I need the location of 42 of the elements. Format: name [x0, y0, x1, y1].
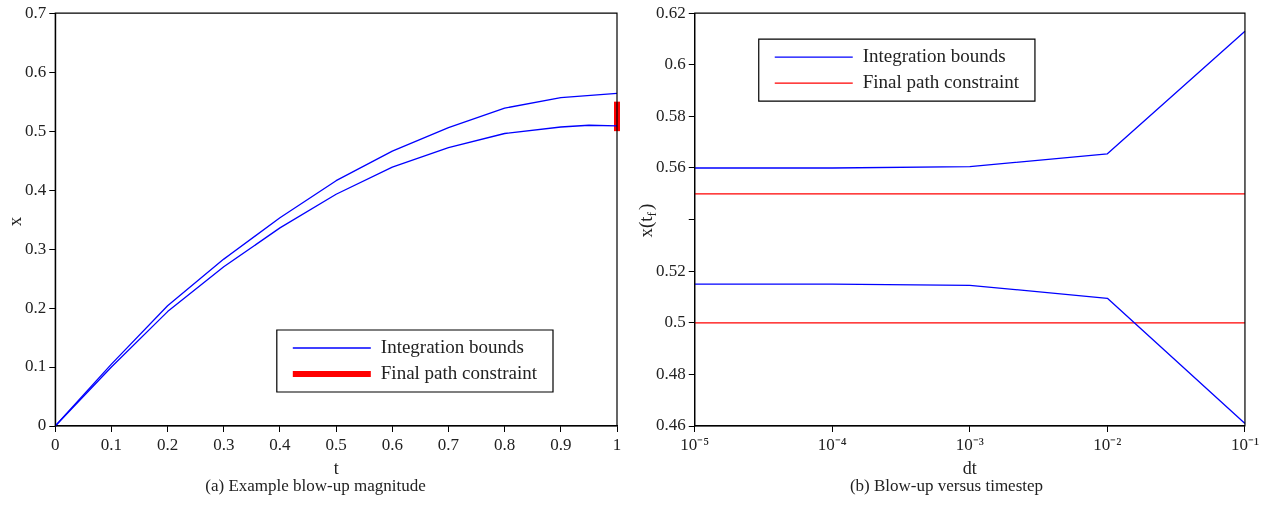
x-tick-label: 0.1	[100, 434, 123, 454]
y-tick-label: 0.5	[25, 120, 47, 140]
x-tick-label: 10⁻⁴	[817, 434, 847, 454]
y-tick-label: 0.5	[664, 312, 686, 332]
x-tick-label: 0	[51, 434, 60, 454]
x-tick-label: 0.5	[325, 434, 347, 454]
text: (b) Blow-up versus timestep	[848, 476, 1045, 496]
y-tick-label: 0.7	[25, 2, 47, 22]
legend-label: Integration bounds	[862, 45, 1006, 67]
x-tick-label: 10⁻²	[1093, 434, 1122, 454]
x-tick-label: 0.3	[213, 434, 235, 454]
y-tick-label: 0.4	[25, 179, 47, 199]
y-tick-label: 0.56	[656, 157, 686, 177]
x-tick-label: 10⁻⁵	[680, 434, 710, 454]
y-tick-label: 0.6	[664, 54, 686, 74]
x-tick-label: 10⁻¹	[1230, 434, 1260, 454]
legend-label: Final path constraint	[862, 71, 1020, 93]
x-tick-label: 0.4	[269, 434, 292, 454]
x-tick-label: 0.9	[550, 434, 572, 454]
x-tick-label: 0.8	[494, 434, 516, 454]
y-tick-label: 0.2	[25, 297, 47, 317]
y-tick-label: 0.52	[656, 260, 686, 280]
y-tick-label: 0.6	[25, 61, 47, 81]
text: (a) Example blow-up magnitude	[204, 476, 427, 496]
y-tick-label: 0.3	[25, 238, 47, 258]
x-tick-label: 1	[612, 434, 622, 454]
x-tick-label: 0.7	[437, 434, 460, 454]
y-tick-label: 0.62	[656, 2, 686, 22]
x-axis-title: dt	[962, 457, 977, 478]
y-axis-title: x	[3, 216, 25, 227]
x-tick-label: 10⁻³	[955, 434, 984, 454]
y-tick-label: 0.46	[656, 415, 686, 435]
y-axis-title: x(tf)	[634, 203, 660, 238]
x-tick-label: 0.6	[381, 434, 403, 454]
y-tick-label: 0	[37, 415, 47, 435]
y-tick-label: 0.58	[656, 105, 686, 125]
legend-label: Final path constraint	[380, 361, 538, 383]
y-tick-label: 0.1	[25, 356, 47, 376]
x-tick-label: 0.2	[156, 434, 179, 454]
y-tick-label: 0.48	[656, 363, 686, 383]
legend-label: Integration bounds	[380, 335, 524, 357]
x-axis-title: t	[333, 457, 339, 478]
